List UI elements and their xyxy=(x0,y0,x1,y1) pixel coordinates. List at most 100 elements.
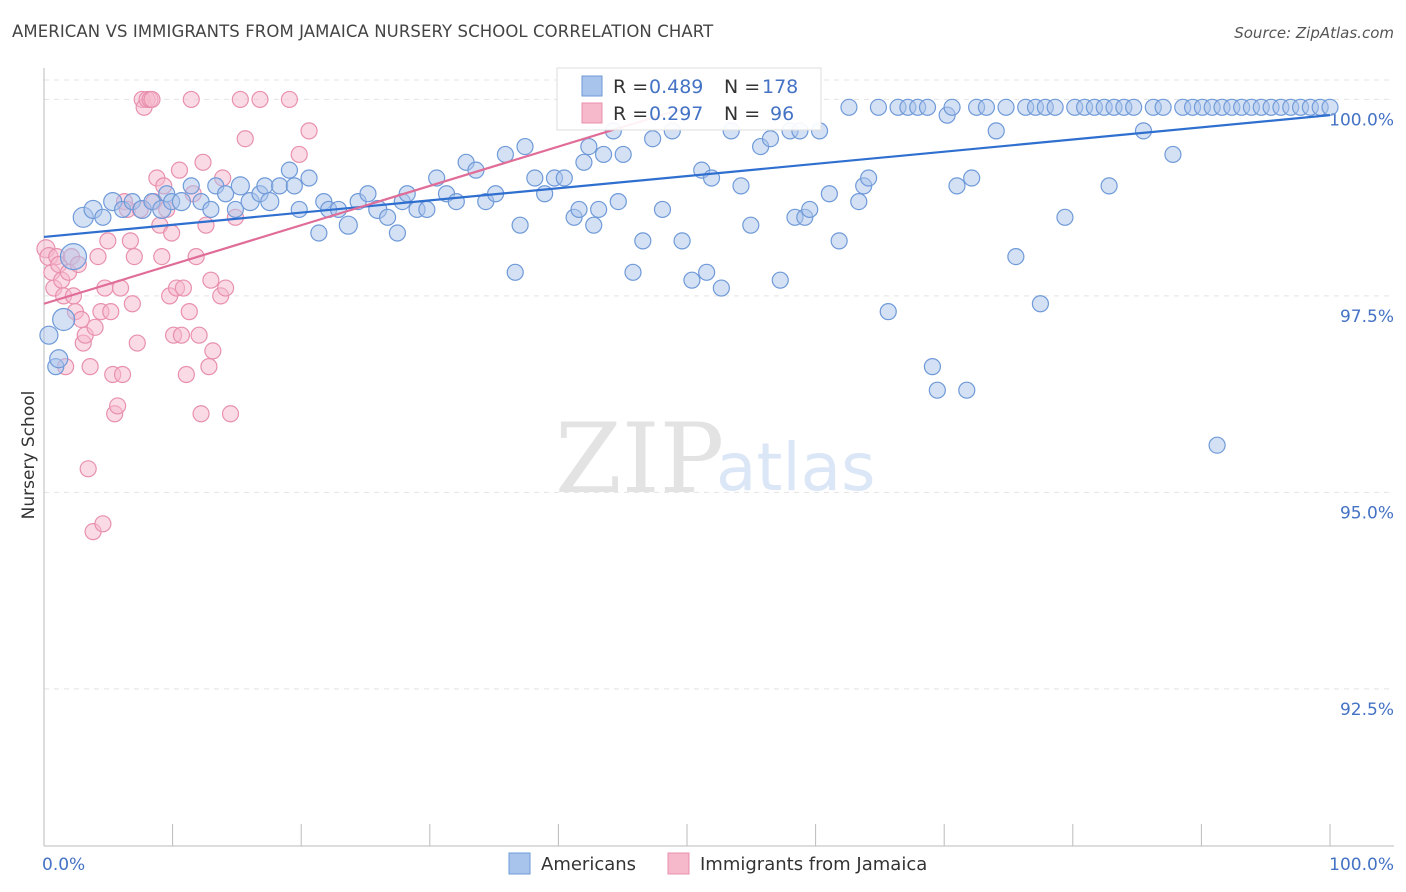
americans-point xyxy=(575,153,593,171)
y-tick-label: 100.0% xyxy=(1329,110,1394,130)
legend-r-value-americans: 0.489 xyxy=(649,76,703,98)
bottom-legend-label-jamaica: Immigrants from Jamaica xyxy=(700,854,927,875)
series-americans-points xyxy=(39,98,1339,454)
americans-point xyxy=(879,303,897,321)
legend-swatch-americans xyxy=(581,75,603,97)
jamaica-point xyxy=(202,271,220,289)
jamaica-point xyxy=(236,130,254,148)
americans-point xyxy=(59,243,88,271)
legend-swatch-jamaica xyxy=(581,102,603,124)
bottom-legend: Americans Immigrants from Jamaica xyxy=(508,852,927,875)
jamaica-point xyxy=(170,161,189,179)
americans-point xyxy=(958,381,976,399)
watermark-zip: ZIP xyxy=(555,403,724,515)
americans-point xyxy=(1100,177,1118,195)
americans-point xyxy=(928,381,946,399)
americans-point xyxy=(285,177,303,195)
americans-point xyxy=(1321,98,1339,116)
jamaica-point xyxy=(172,326,191,344)
americans-point xyxy=(310,224,328,242)
gridlines xyxy=(44,79,1394,690)
americans-point xyxy=(820,185,838,203)
americans-point xyxy=(644,130,662,148)
americans-point xyxy=(171,191,192,212)
americans-point xyxy=(801,200,819,219)
americans-point xyxy=(673,232,691,250)
americans-point xyxy=(850,192,868,211)
bottom-legend-label-americans: Americans xyxy=(541,854,636,875)
americans-point xyxy=(511,216,529,234)
americans-point xyxy=(624,263,642,281)
jamaica-point xyxy=(128,334,146,352)
legend-n-value-americans: 178 xyxy=(762,76,798,98)
watermark: ZIP atlas xyxy=(555,403,876,515)
americans-point xyxy=(39,325,59,345)
legend-r-label-jamaica: R = xyxy=(613,103,648,125)
americans-point xyxy=(1125,98,1143,116)
americans-point xyxy=(712,279,730,297)
jamaica-point xyxy=(86,318,104,336)
trend-lines xyxy=(43,106,1331,305)
americans-point xyxy=(555,169,573,187)
legend-r-value-jamaica: 0.297 xyxy=(649,103,703,125)
americans-point xyxy=(1164,145,1182,164)
jamaica-point xyxy=(180,303,198,321)
jamaica-point xyxy=(99,232,117,250)
americans-point xyxy=(943,98,961,116)
americans-point xyxy=(948,177,966,195)
bottom-legend-swatch-jamaica xyxy=(667,852,690,875)
x-ticks xyxy=(43,824,1331,846)
americans-point xyxy=(732,177,750,195)
americans-point xyxy=(418,200,436,219)
americans-point xyxy=(378,208,397,226)
americans-point xyxy=(290,200,308,219)
americans-point xyxy=(52,307,76,332)
americans-point xyxy=(260,191,280,212)
chart-title: AMERICAN VS IMMIGRANTS FROM JAMAICA NURS… xyxy=(12,22,714,41)
jamaica-point xyxy=(251,90,269,109)
americans-point xyxy=(594,145,613,164)
americans-point xyxy=(761,130,780,148)
americans-point xyxy=(963,169,981,187)
americans-point xyxy=(742,216,760,234)
americans-point xyxy=(182,177,200,195)
americans-point xyxy=(271,177,289,195)
jamaica-point xyxy=(300,122,318,140)
jamaica-point xyxy=(94,515,112,533)
jamaica-point xyxy=(163,224,181,242)
jamaica-point xyxy=(217,279,235,297)
americans-point xyxy=(359,185,377,203)
jamaica-point xyxy=(200,358,218,376)
americans-point xyxy=(526,169,544,187)
y-tick-label: 92.5% xyxy=(1340,700,1394,720)
americans-point xyxy=(49,349,69,369)
legend-box: R = 0.489 N = 178 R = 0.297 N = 96 xyxy=(556,67,822,131)
x-tick-label-max: 100.0% xyxy=(1329,855,1394,875)
americans-point xyxy=(516,137,534,156)
americans-point xyxy=(1031,295,1050,313)
americans-point xyxy=(609,192,627,211)
trend-line-jamaica xyxy=(43,106,688,305)
americans-point xyxy=(840,98,858,116)
x-tick-label-min: 0.0% xyxy=(42,855,85,875)
americans-point xyxy=(585,216,603,234)
americans-point xyxy=(918,98,937,116)
americans-point xyxy=(997,98,1015,116)
americans-point xyxy=(653,200,672,219)
jamaica-point xyxy=(231,90,249,109)
jamaica-point xyxy=(121,232,139,250)
legend-n-value-jamaica: 96 xyxy=(770,103,794,125)
americans-point xyxy=(869,98,888,116)
americans-point xyxy=(698,263,716,281)
legend-r-label-americans: R = xyxy=(613,76,648,98)
americans-point xyxy=(202,200,220,219)
americans-point xyxy=(923,358,942,376)
watermark-atlas: atlas xyxy=(716,429,876,506)
americans-point xyxy=(590,200,608,219)
jamaica-point xyxy=(221,405,240,423)
jamaica-point xyxy=(174,279,192,297)
americans-point xyxy=(388,224,407,242)
americans-point xyxy=(300,169,318,187)
jamaica-point xyxy=(102,303,120,321)
jamaica-point xyxy=(192,405,210,423)
